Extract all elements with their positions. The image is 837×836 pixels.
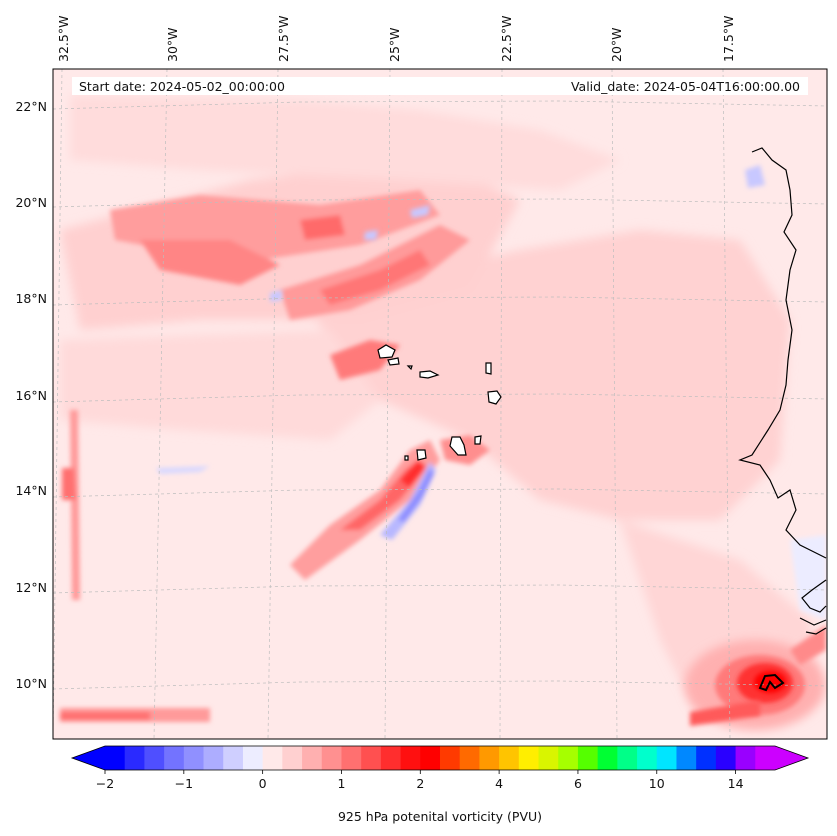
colorbar-over-arrow <box>775 746 808 770</box>
colorbar-under-arrow <box>72 746 105 770</box>
lat-label: 20°N <box>15 195 47 210</box>
island-boa-vista <box>487 390 502 405</box>
colorbar-cell <box>558 746 579 770</box>
colorbar-cell <box>617 746 638 770</box>
colorbar-cell <box>105 746 126 770</box>
lon-label: 22.5°W <box>499 16 514 62</box>
gridlines <box>53 69 827 739</box>
islands <box>377 344 502 461</box>
island-maio <box>474 435 482 445</box>
colorbar-cell <box>341 746 362 770</box>
colorbar-cell <box>479 746 500 770</box>
colorbar-cell <box>518 746 540 770</box>
colorbar-cell <box>538 746 559 770</box>
island-brava <box>404 455 409 461</box>
island-fogo <box>416 449 427 461</box>
colorbar-cell <box>755 746 776 770</box>
island-sao-vicente <box>387 357 400 366</box>
info-bar <box>72 77 808 95</box>
island-sao-nicolau <box>419 370 440 379</box>
colorbar-cell <box>696 746 717 770</box>
lat-label: 16°N <box>15 388 47 403</box>
lon-label: 17.5°W <box>721 16 736 62</box>
colorbar: −2 −1 0 1 2 4 6 10 14 925 hPa potenital vorticit… <box>70 745 810 824</box>
colorbar-cell <box>183 746 205 770</box>
lat-label: 12°N <box>15 580 47 595</box>
colorbar-cell <box>577 746 599 770</box>
lon-label: 30°W <box>165 27 180 62</box>
colorbar-tick-label: 4 <box>495 776 503 791</box>
colorbar-tick-label: 14 <box>728 776 744 791</box>
map-frame <box>52 68 828 740</box>
valid-date-label: Valid_date: 2024-05-04T16:00:00.00 <box>571 79 800 94</box>
colorbar-cell <box>676 746 697 770</box>
colorbar-cell <box>302 746 323 770</box>
lat-label: 18°N <box>15 291 47 306</box>
lon-label: 20°W <box>609 27 624 62</box>
island-santo-antao <box>377 344 396 359</box>
colorbar-cell <box>242 746 264 770</box>
colorbar-cell <box>282 746 303 770</box>
colorbar-cell <box>735 746 756 770</box>
colorbar-cell <box>124 746 145 770</box>
colorbar-cell <box>656 746 677 770</box>
lat-label: 22°N <box>15 99 47 114</box>
colorbar-tick-label: 10 <box>649 776 665 791</box>
colorbar-cell <box>715 746 737 770</box>
colorbar-cell <box>203 746 224 770</box>
colorbar-cell <box>223 746 244 770</box>
colorbar-cell <box>597 746 618 770</box>
colorbar-cell <box>144 746 165 770</box>
map-area <box>53 69 827 739</box>
coastline <box>738 147 827 635</box>
colorbar-cell <box>164 746 185 770</box>
colorbar-ticks: −2 −1 0 1 2 4 6 10 14 <box>96 770 744 791</box>
lat-label: 10°N <box>15 676 47 691</box>
colorbar-tick-label: 6 <box>574 776 582 791</box>
colorbar-cell <box>262 746 283 770</box>
latitude-labels: 22°N 20°N 18°N 16°N 14°N 12°N 10°N <box>15 99 47 691</box>
colorbar-cell <box>380 746 402 770</box>
lon-label: 32.5°W <box>56 16 71 62</box>
colorbar-label: 925 hPa potenital vorticity (PVU) <box>338 809 542 824</box>
colorbar-tick-label: −2 <box>96 776 114 791</box>
start-date-label: Start date: 2024-05-02_00:00:00 <box>79 79 285 94</box>
island-sal <box>485 362 492 375</box>
colorbar-cell <box>440 746 461 770</box>
island-santiago <box>449 436 467 456</box>
colorbar-cell <box>459 746 480 770</box>
lon-label: 27.5°W <box>276 16 291 62</box>
lat-label: 14°N <box>15 483 47 498</box>
colorbar-cell <box>420 746 441 770</box>
colorbar-tick-label: 1 <box>337 776 345 791</box>
colorbar-tick-label: 2 <box>416 776 424 791</box>
colorbar-cell <box>637 746 658 770</box>
pv-field-negative <box>270 165 826 620</box>
lon-label: 25°W <box>387 27 402 62</box>
colorbar-cell <box>321 746 342 770</box>
colorbar-cells <box>105 746 776 770</box>
colorbar-tick-label: 0 <box>259 776 267 791</box>
longitude-labels: 32.5°W 30°W 27.5°W 25°W 22.5°W 20°W 17.5… <box>56 16 736 62</box>
colorbar-cell <box>361 746 382 770</box>
hotspot-contour <box>758 673 785 692</box>
colorbar-tick-label: −1 <box>175 776 193 791</box>
colorbar-cell <box>499 746 520 770</box>
colorbar-cell <box>400 746 421 770</box>
